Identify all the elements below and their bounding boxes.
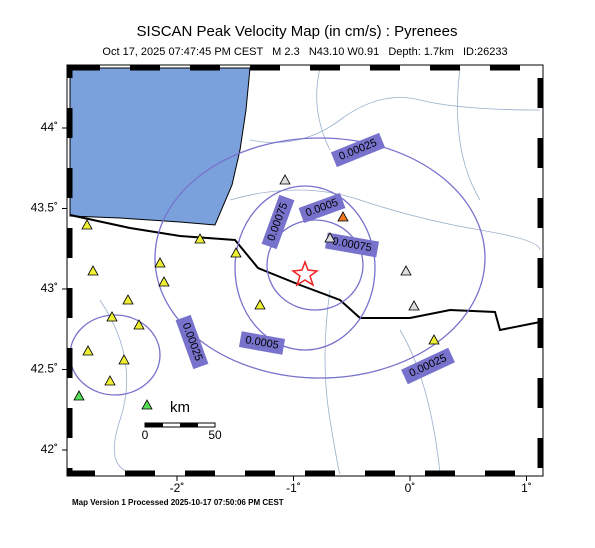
lat-label: 42˚ <box>41 442 58 456</box>
footer: Map Version 1 Processed 2025-10-17 07:50… <box>72 498 284 507</box>
contours <box>69 137 486 396</box>
map: 0.00025 0.0005 0.00075 0.00075 0.00025 0… <box>66 64 544 477</box>
title: SISCAN Peak Velocity Map (in cm/s) : Pyr… <box>137 23 458 40</box>
lon-label: -1˚ <box>286 481 301 495</box>
lon-label: -2˚ <box>170 481 185 495</box>
lat-label: 43.5˚ <box>31 201 58 215</box>
lat-label: 44˚ <box>41 120 58 134</box>
frame <box>67 65 543 476</box>
contour-label: 0.0005 <box>244 334 279 352</box>
lon-label: 0˚ <box>405 481 416 495</box>
ocean <box>69 67 251 226</box>
stations <box>73 174 440 410</box>
lat-label: 42.5˚ <box>31 362 58 376</box>
scale-end: 50 <box>208 428 222 442</box>
scale-bar: km 0 50 <box>142 399 222 442</box>
frame-outline <box>66 64 544 477</box>
scale-unit: km <box>170 399 190 416</box>
scale-start: 0 <box>142 428 149 442</box>
border <box>69 214 541 332</box>
epicenter <box>290 259 320 287</box>
lat-label: 43˚ <box>41 281 58 295</box>
lon-label: 1˚ <box>521 481 532 495</box>
axis-ticks: 44˚ 43.5˚ 43˚ 42.5˚ 42˚ -2˚ -1˚ 0˚ 1˚ <box>31 120 532 495</box>
subtitle: Oct 17, 2025 07:47:45 PM CEST M 2.3 N43.… <box>102 46 507 58</box>
